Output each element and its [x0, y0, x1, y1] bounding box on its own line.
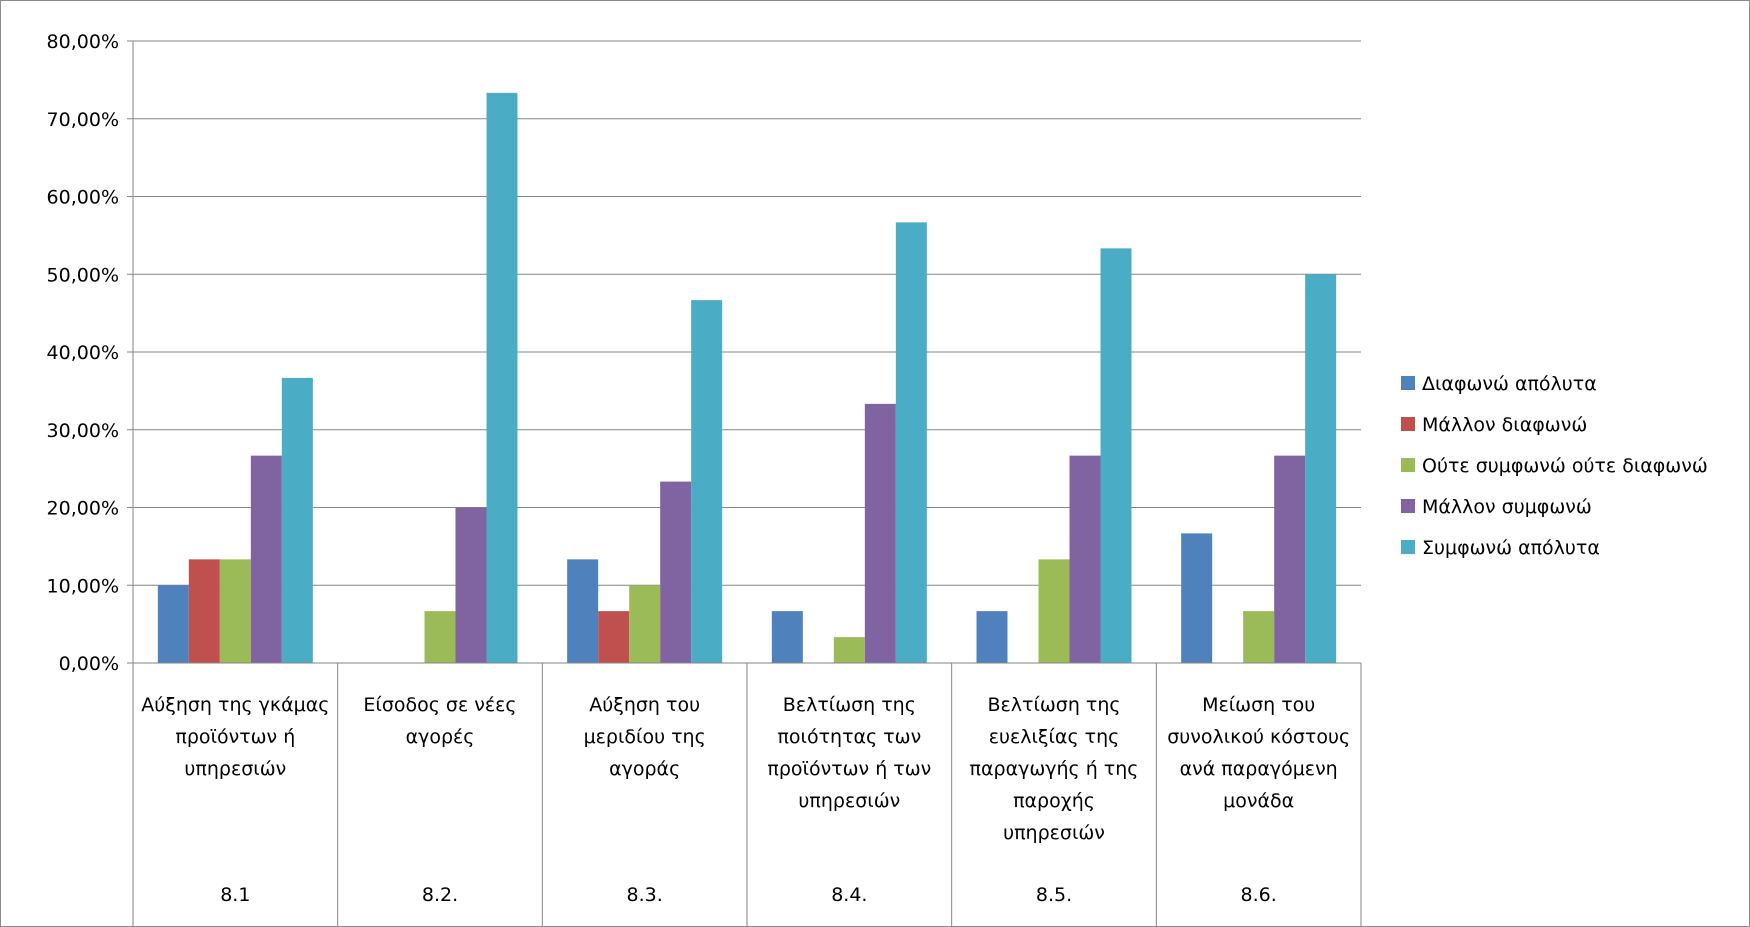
bar	[1038, 559, 1070, 663]
y-tick-label: 40,00%	[47, 342, 119, 364]
legend-label: Συμφωνώ απόλυτα	[1422, 537, 1600, 559]
bar	[424, 611, 456, 663]
category-label: αγορές	[406, 726, 475, 748]
bars	[157, 92, 1337, 663]
bar	[1243, 611, 1275, 663]
y-tick-label: 0,00%	[59, 653, 119, 675]
category-label: Βελτίωση της	[783, 694, 916, 716]
bar	[567, 559, 599, 663]
bar	[1069, 455, 1101, 663]
category-label: Είσοδος σε νέες	[363, 694, 516, 716]
category-code: 8.5.	[1036, 884, 1072, 906]
category-code: 8.2.	[422, 884, 458, 906]
category-label: ευελιξίας της	[989, 726, 1120, 748]
category-label: Μείωση του	[1202, 694, 1315, 716]
category-label: μονάδα	[1223, 790, 1294, 812]
category-code: 8.1	[220, 884, 250, 906]
bar	[895, 222, 927, 663]
legend-label: Μάλλον διαφωνώ	[1422, 414, 1587, 436]
category-label: Αύξηση της γκάμας	[141, 694, 329, 716]
y-tick-label: 60,00%	[47, 187, 119, 209]
bar	[598, 611, 630, 663]
bar	[219, 559, 251, 663]
bar	[976, 611, 1008, 663]
bar	[1274, 455, 1306, 663]
y-axis-tick-labels: 0,00% 10,00% 20,00% 30,00% 40,00% 50,00% 60,00…	[47, 31, 119, 675]
category-label: ποιότητας των	[777, 726, 921, 748]
bar	[250, 455, 282, 663]
bar	[486, 92, 518, 663]
bar	[455, 507, 487, 663]
category-code: 8.6.	[1241, 884, 1277, 906]
y-tick-label: 80,00%	[47, 31, 119, 53]
y-tick-label: 20,00%	[47, 498, 119, 520]
legend-swatch	[1401, 417, 1415, 431]
legend-swatch	[1401, 376, 1415, 390]
bar	[864, 403, 896, 663]
category-label: υπηρεσιών	[798, 790, 900, 812]
bar	[660, 481, 692, 663]
y-tick-label: 70,00%	[47, 109, 119, 131]
y-tick-label: 10,00%	[47, 575, 119, 597]
legend-label: Διαφωνώ απόλυτα	[1422, 373, 1597, 395]
category-label: συνολικού κόστους	[1167, 726, 1350, 748]
legend-swatch	[1401, 458, 1415, 472]
category-label: μεριδίου της	[584, 726, 706, 748]
y-tick-label: 30,00%	[47, 420, 119, 442]
category-label: παροχής	[1013, 790, 1095, 812]
category-label: παραγωγής ή της	[970, 758, 1139, 780]
bar	[771, 611, 803, 663]
bar	[629, 585, 661, 663]
category-label: Βελτίωση της	[987, 694, 1120, 716]
category-label: αγοράς	[609, 758, 680, 780]
bar	[1100, 248, 1132, 663]
x-axis-category-labels: Αύξηση της γκάμας προϊόντων ή υπηρεσιών 8.1…	[141, 694, 1350, 906]
axes	[127, 40, 1362, 926]
legend-label: Ούτε συμφωνώ ούτε διαφωνώ	[1422, 455, 1708, 477]
bar	[281, 377, 313, 663]
category-label: ανά παραγόμενη	[1180, 758, 1338, 780]
bar	[833, 637, 865, 663]
legend-label: Μάλλον συμφωνώ	[1422, 496, 1592, 518]
legend-swatch	[1401, 540, 1415, 554]
category-code: 8.4.	[831, 884, 867, 906]
bar	[1181, 533, 1213, 663]
category-code: 8.3.	[627, 884, 663, 906]
legend: Διαφωνώ απόλυτα Μάλλον διαφωνώ Ούτε συμφων…	[1401, 373, 1708, 559]
y-tick-label: 50,00%	[47, 264, 119, 286]
bar	[1305, 274, 1337, 663]
category-label: υπηρεσιών	[184, 758, 286, 780]
legend-swatch	[1401, 499, 1415, 513]
bar	[157, 585, 189, 663]
gridlines	[133, 40, 1361, 586]
bar	[691, 300, 723, 663]
category-label: προϊόντων ή των	[767, 758, 931, 780]
category-label: προϊόντων ή	[175, 726, 295, 748]
bar	[188, 559, 220, 663]
category-label: υπηρεσιών	[1003, 822, 1105, 844]
category-label: Αύξηση του	[589, 694, 700, 716]
